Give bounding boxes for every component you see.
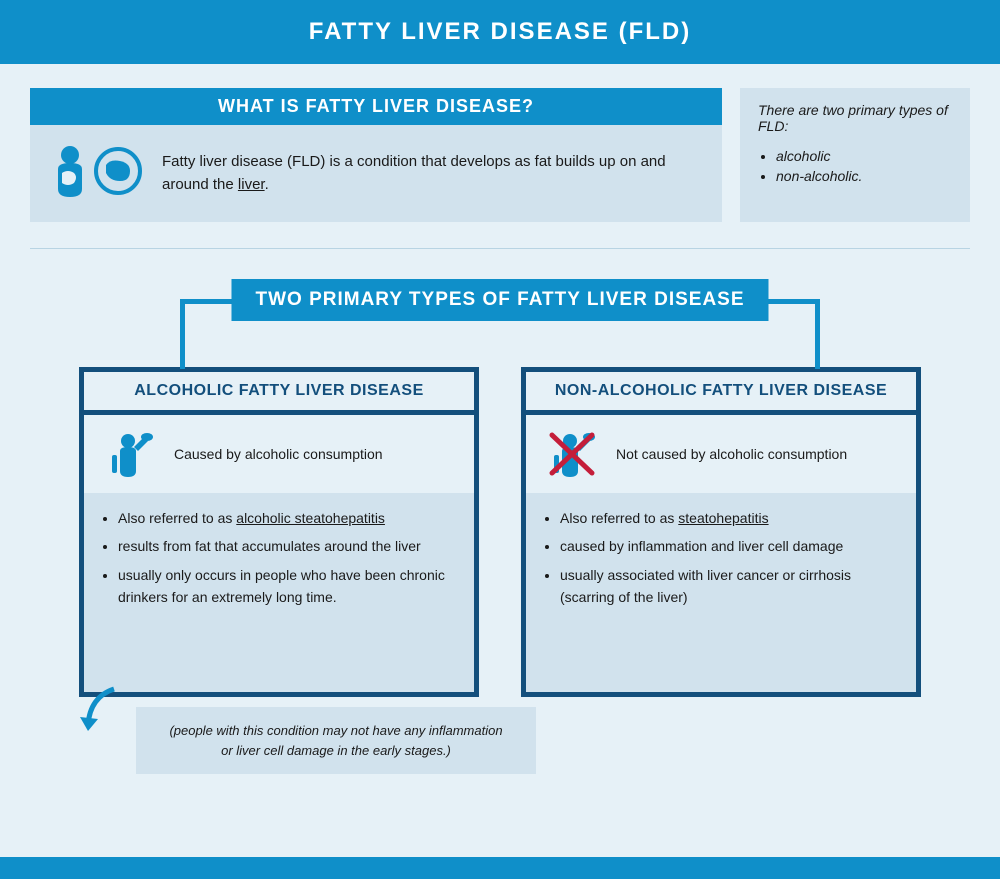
sidebar-item: alcoholic — [776, 148, 952, 164]
what-is-panel: WHAT IS FATTY LIVER DISEASE? — [30, 88, 722, 222]
detail-item: usually associated with liver cancer or … — [560, 564, 898, 609]
what-is-text: Fatty liver disease (FLD) is a condition… — [162, 151, 704, 196]
card-cause-text: Not caused by alcoholic consumption — [616, 446, 847, 462]
arrow-icon — [74, 683, 134, 748]
card-cause-text: Caused by alcoholic consumption — [174, 446, 383, 462]
types-sidebar: There are two primary types of FLD: alco… — [740, 88, 970, 222]
what-is-underlined: liver — [238, 176, 265, 193]
detail-item: usually only occurs in people who have b… — [118, 564, 456, 609]
what-is-body: Fatty liver disease (FLD) is a condition… — [30, 125, 722, 222]
sidebar-list: alcoholic non-alcoholic. — [776, 148, 952, 184]
card-cause-row: Caused by alcoholic consumption — [84, 415, 474, 493]
card-title: NON-ALCOHOLIC FATTY LIVER DISEASE — [526, 372, 916, 415]
what-is-suffix: . — [265, 176, 269, 193]
detail-item: caused by inflammation and liver cell da… — [560, 535, 898, 557]
sidebar-intro: There are two primary types of FLD: — [758, 102, 952, 134]
no-drinking-icon — [542, 429, 602, 479]
person-liver-icon — [48, 141, 144, 206]
card-cause-row: Not caused by alcoholic consumption — [526, 415, 916, 493]
detail-item: Also referred to as steatohepatitis — [560, 507, 898, 529]
content-area: WHAT IS FATTY LIVER DISEASE? — [0, 64, 1000, 774]
card-details: Also referred to as alcoholic steatohepa… — [84, 493, 474, 692]
card-details: Also referred to as steatohepatitis caus… — [526, 493, 916, 692]
bottom-bar — [0, 857, 1000, 879]
detail-item: results from fat that accumulates around… — [118, 535, 456, 557]
drinking-icon — [100, 429, 160, 479]
sidebar-item: non-alcoholic. — [776, 168, 952, 184]
card-alcoholic: ALCOHOLIC FATTY LIVER DISEASE — [79, 367, 479, 697]
connector-left — [180, 299, 185, 369]
footnote-row: (people with this condition may not have… — [110, 707, 930, 774]
top-row: WHAT IS FATTY LIVER DISEASE? — [30, 88, 970, 222]
divider — [30, 248, 970, 249]
detail-item: Also referred to as alcoholic steatohepa… — [118, 507, 456, 529]
footnote-text: (people with this condition may not have… — [136, 707, 536, 774]
main-title: FATTY LIVER DISEASE (FLD) — [0, 0, 1000, 64]
types-header: TWO PRIMARY TYPES OF FATTY LIVER DISEASE — [231, 279, 768, 321]
connector-right — [815, 299, 820, 369]
types-section: TWO PRIMARY TYPES OF FATTY LIVER DISEASE… — [30, 279, 970, 774]
card-non-alcoholic: NON-ALCOHOLIC FATTY LIVER DISEASE — [521, 367, 921, 697]
card-title: ALCOHOLIC FATTY LIVER DISEASE — [84, 372, 474, 415]
what-is-title: WHAT IS FATTY LIVER DISEASE? — [30, 88, 722, 125]
